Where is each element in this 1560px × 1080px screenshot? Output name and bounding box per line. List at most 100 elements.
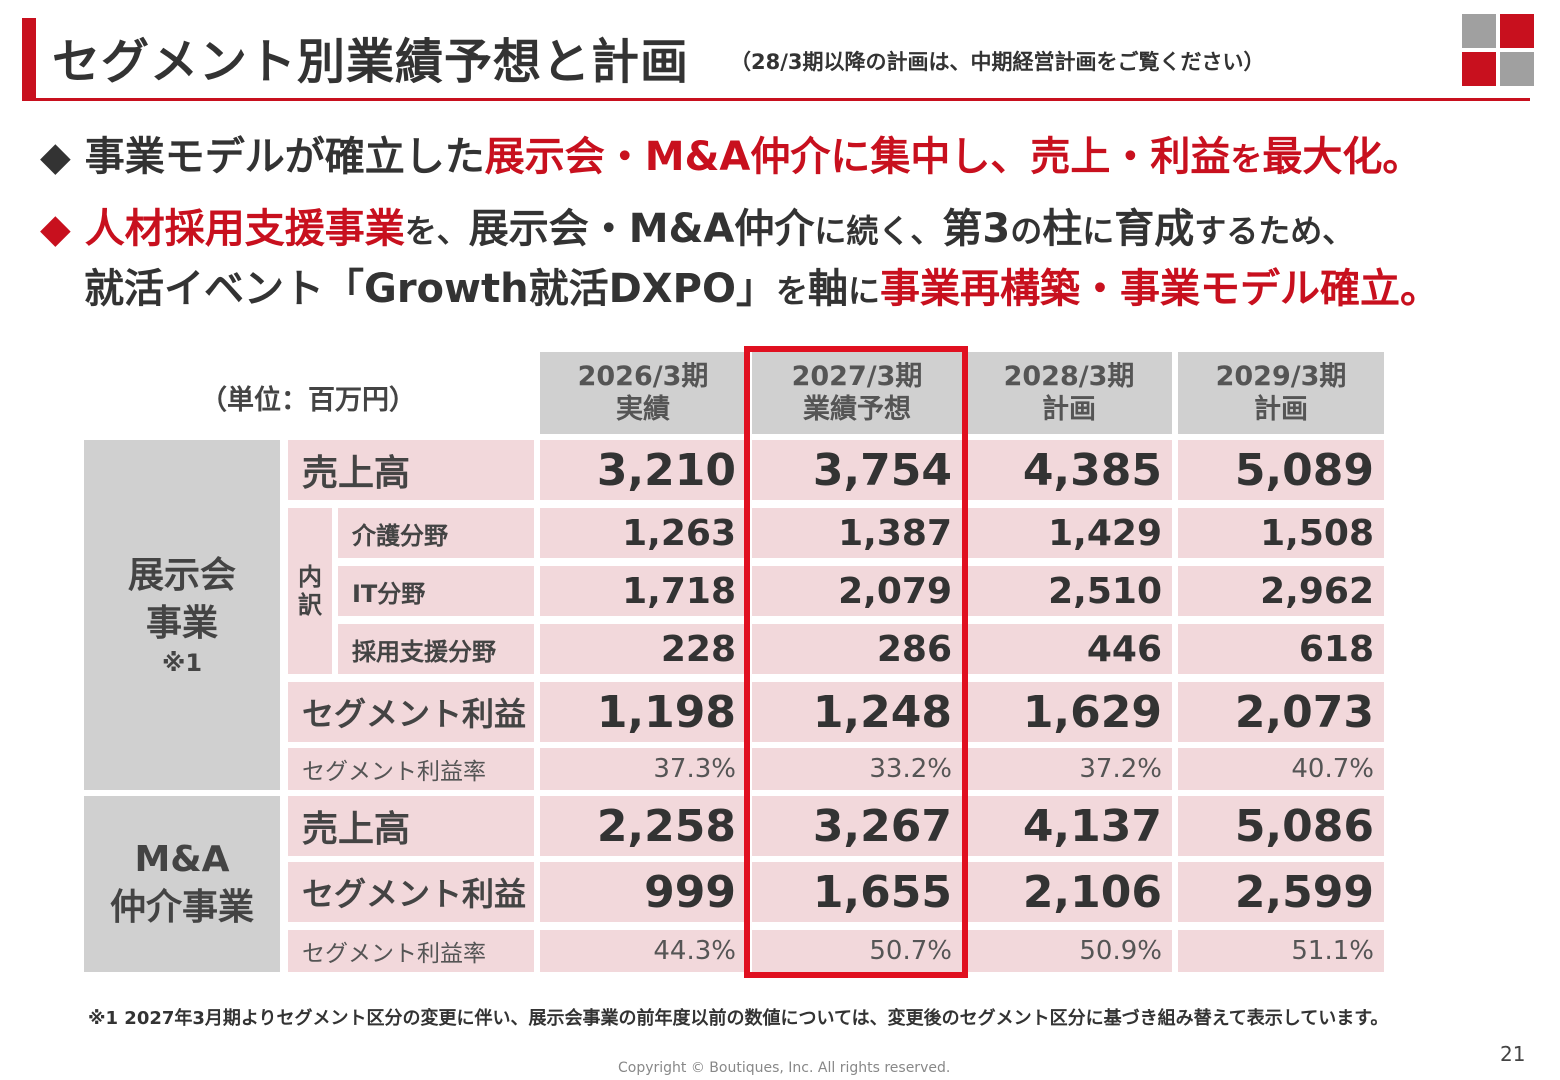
col-kind: 計画 (1042, 394, 1096, 425)
title-accent-bar (22, 18, 36, 98)
bullet-2: ◆ 人材採用支援事業を、展示会・M&A仲介に続く、第3の柱に育成するため、 (40, 196, 1354, 254)
value-cell: 33.2% (752, 748, 962, 790)
col-year: 2026/3期 (577, 361, 709, 392)
breakdown-char-2: 訳 (298, 591, 322, 619)
bullet-3-text-4: に (847, 272, 880, 310)
copyright: Copyright © Boutiques, Inc. All rights r… (618, 1060, 951, 1076)
bullet-3-text-1: 就活イベント「Growth就活DXPO」 (84, 266, 776, 312)
value-cell: 286 (752, 624, 962, 674)
value-cell: 51.1% (1178, 930, 1384, 972)
bullet-3-text-2: を (775, 272, 808, 310)
forecast-column-highlight (744, 346, 968, 978)
value-cell: 1,248 (752, 682, 962, 742)
row-label-recruiting: 採用支援分野 (338, 624, 534, 674)
bullet-2-text-4: に続く、 (814, 212, 943, 250)
value-cell: 618 (1178, 624, 1384, 674)
bullet-2-text-7: 柱 (1042, 206, 1083, 252)
unit-label: （単位：百万円） (200, 385, 416, 416)
bullet-2-text-10: するため、 (1194, 212, 1355, 250)
row-label-exhibition-profit: セグメント利益 (288, 682, 534, 742)
value-cell: 1,429 (966, 508, 1172, 558)
value-cell: 5,086 (1178, 796, 1384, 856)
col-header-2029: 2029/3期 計画 (1178, 352, 1384, 434)
diamond-icon: ◆ (40, 134, 71, 180)
value-cell: 44.3% (540, 930, 746, 972)
footnote: ※1 2027年3月期よりセグメント区分の変更に伴い、展示会事業の前年度以前の数… (88, 1008, 1389, 1029)
col-kind: 業績予想 (803, 394, 911, 425)
value-cell: 40.7% (1178, 748, 1384, 790)
bullet-3-text-5: 事業再構築・事業モデル確立。 (879, 266, 1440, 312)
bullet-2-continued: 就活イベント「Growth就活DXPO」を軸に事業再構築・事業モデル確立。 (84, 256, 1440, 314)
value-cell: 50.9% (966, 930, 1172, 972)
value-cell: 1,655 (752, 862, 962, 922)
value-cell: 2,510 (966, 566, 1172, 616)
row-label-ma-sales: 売上高 (288, 796, 534, 856)
col-year: 2027/3期 (791, 361, 923, 392)
bullet-1: ◆ 事業モデルが確立した展示会・M&A仲介に集中し、売上・利益を最大化。 (40, 124, 1422, 182)
bullet-1-text-3: を (1230, 140, 1263, 178)
col-header-2028: 2028/3期 計画 (966, 352, 1172, 434)
title-divider (22, 98, 1530, 101)
value-cell: 2,073 (1178, 682, 1384, 742)
page-title: セグメント別業績予想と計画 (52, 34, 690, 90)
value-cell: 3,267 (752, 796, 962, 856)
value-cell: 2,258 (540, 796, 746, 856)
value-cell: 446 (966, 624, 1172, 674)
row-label-ma-profit: セグメント利益 (288, 862, 534, 922)
value-cell: 1,263 (540, 508, 746, 558)
page-number: 21 (1500, 1042, 1526, 1066)
row-label-exhibition-margin: セグメント利益率 (288, 748, 534, 790)
row-label-exhibition-sales: 売上高 (288, 440, 534, 500)
value-cell: 3,754 (752, 440, 962, 500)
bullet-1-text-1: 事業モデルが確立した (84, 134, 485, 180)
value-cell: 5,089 (1178, 440, 1384, 500)
value-cell: 228 (540, 624, 746, 674)
value-cell: 1,718 (540, 566, 746, 616)
col-year: 2028/3期 (1003, 361, 1135, 392)
segment-label-exhibition: 展示会 事業 ※1 (84, 440, 280, 790)
company-logo-icon (1462, 14, 1534, 86)
segment-label-ma: M&A 仲介事業 (84, 796, 280, 972)
bullet-2-text-6: の (1010, 212, 1043, 250)
breakdown-char-1: 内 (298, 563, 322, 591)
value-cell: 4,137 (966, 796, 1172, 856)
row-label-ma-margin: セグメント利益率 (288, 930, 534, 972)
value-cell: 37.2% (966, 748, 1172, 790)
breakdown-label: 内 訳 (288, 508, 332, 674)
value-cell: 1,508 (1178, 508, 1384, 558)
bullet-2-text-9: 育成 (1114, 206, 1195, 252)
bullet-3-text-3: 軸 (807, 266, 848, 312)
value-cell: 37.3% (540, 748, 746, 790)
segment-name-line2: 仲介事業 (109, 887, 254, 928)
value-cell: 2,079 (752, 566, 962, 616)
bullet-2-text-3: 展示会・M&A仲介 (468, 206, 815, 252)
value-cell: 999 (540, 862, 746, 922)
bullet-2-text-1: 人材採用支援事業 (84, 206, 405, 252)
value-cell: 3,210 (540, 440, 746, 500)
col-year: 2029/3期 (1215, 361, 1347, 392)
segment-name-line2: 事業 (145, 603, 218, 644)
value-cell: 4,385 (966, 440, 1172, 500)
segment-name-line1: 展示会 (127, 555, 236, 596)
bullet-2-text-2: を、 (404, 212, 469, 250)
bullet-2-text-5: 第3 (942, 206, 1011, 252)
segment-note-mark: ※1 (161, 649, 203, 677)
col-kind: 実績 (616, 394, 670, 425)
bullet-1-text-2: 展示会・M&A仲介に集中し、売上・利益 (484, 134, 1231, 180)
diamond-icon: ◆ (40, 206, 71, 252)
page-subtitle: （28/3期以降の計画は、中期経営計画をご覧ください） (730, 50, 1265, 74)
row-label-care: 介護分野 (338, 508, 534, 558)
value-cell: 2,106 (966, 862, 1172, 922)
value-cell: 2,962 (1178, 566, 1384, 616)
value-cell: 2,599 (1178, 862, 1384, 922)
col-header-2026: 2026/3期 実績 (540, 352, 746, 434)
value-cell: 1,198 (540, 682, 746, 742)
value-cell: 1,387 (752, 508, 962, 558)
col-kind: 計画 (1254, 394, 1308, 425)
row-label-it: IT分野 (338, 566, 534, 616)
col-header-2027: 2027/3期 業績予想 (752, 352, 962, 434)
value-cell: 1,629 (966, 682, 1172, 742)
value-cell: 50.7% (752, 930, 962, 972)
segment-name-line1: M&A (134, 839, 230, 880)
bullet-2-text-8: に (1082, 212, 1115, 250)
